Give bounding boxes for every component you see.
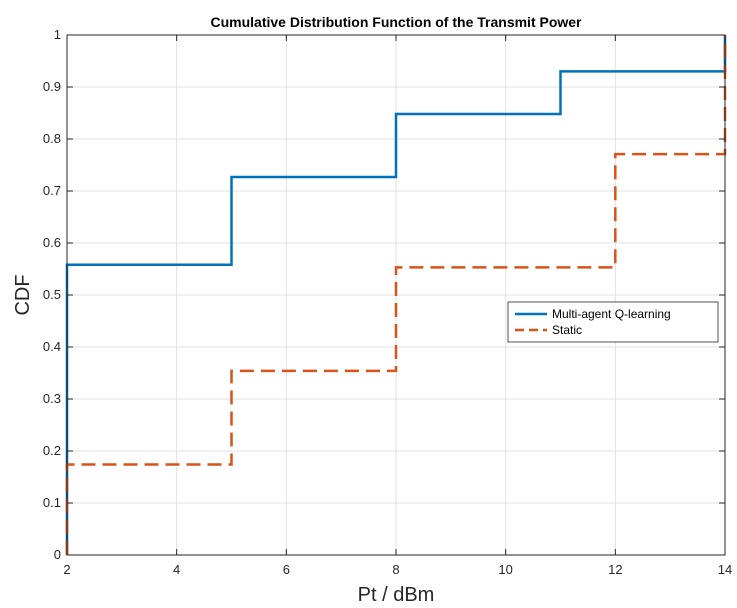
legend-label-static: Static: [552, 323, 582, 337]
legend-label-multi-agent: Multi-agent Q-learning: [552, 307, 671, 321]
y-tick-label: 1: [54, 27, 61, 42]
y-tick-label: 0.3: [43, 391, 61, 406]
y-tick-label: 0: [54, 547, 61, 562]
legend: Multi-agent Q-learning Static: [507, 301, 719, 343]
x-tick-label: 10: [498, 562, 512, 577]
series-line-static: [65, 35, 727, 555]
y-axis-title: CDF: [12, 274, 34, 315]
x-tick-label: 4: [173, 562, 180, 577]
y-tick-label: 0.5: [43, 287, 61, 302]
y-tick-label: 0.6: [43, 235, 61, 250]
chart-title: Cumulative Distribution Function of the …: [210, 14, 582, 30]
series-lines: [65, 35, 727, 555]
y-tick-label: 0.9: [43, 79, 61, 94]
y-tick-label: 0.4: [43, 339, 61, 354]
y-tick-label: 0.8: [43, 131, 61, 146]
x-tick-label: 14: [718, 562, 732, 577]
legend-box: [507, 301, 719, 343]
y-tick-label: 0.7: [43, 183, 61, 198]
axis-ticks: 2 4 6 8 10 12 14 0 0.1 0.2 0.3 0.4 0.5 0.6 0.7 0.8 0.9 1: [43, 27, 732, 577]
x-axis-title: Pt / dBm: [358, 584, 435, 606]
x-tick-label: 8: [392, 562, 399, 577]
y-tick-label: 0.1: [43, 495, 61, 510]
series-line-multi-agent-q-learning: [65, 35, 727, 555]
x-tick-label: 12: [608, 562, 622, 577]
x-tick-label: 6: [283, 562, 290, 577]
y-tick-label: 0.2: [43, 443, 61, 458]
x-tick-label: 2: [63, 562, 70, 577]
